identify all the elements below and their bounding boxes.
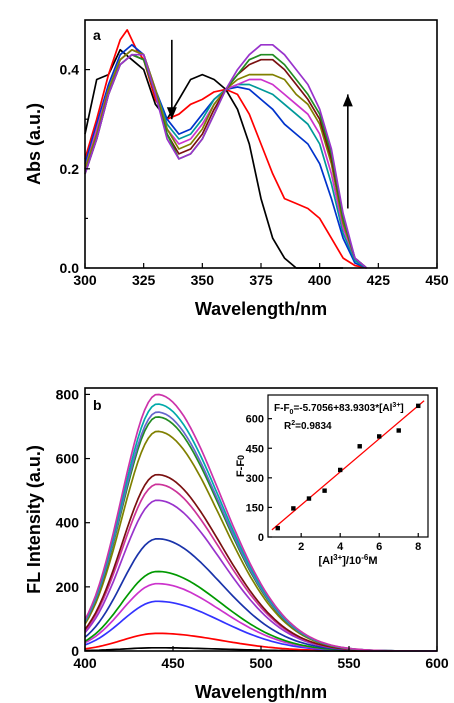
data-point (396, 428, 401, 433)
x-tick-label: 350 (191, 272, 215, 288)
y-axis-title: FL Intensity (a.u.) (24, 445, 44, 594)
inset-x-tick-label: 4 (337, 541, 344, 553)
arrow-down-head (166, 107, 177, 120)
inset-x-tick-label: 6 (376, 541, 382, 553)
x-tick-label: 400 (308, 272, 332, 288)
arrow-up-head (342, 94, 353, 107)
inset-y-tick-label: 600 (246, 414, 264, 426)
linear-fit-line (271, 400, 425, 531)
x-tick-label: 550 (337, 655, 361, 671)
y-axis-title: Abs (a.u.) (24, 103, 44, 185)
panel-label-a: a (93, 27, 101, 43)
inset-chart: 2 4 6 8 0 150 300 450 600 [Al3+]/10-6M F-F0 F-F0=-5… (235, 394, 429, 567)
fit-r-squared: R2=0.9834 (284, 420, 332, 432)
y-tick-label: 400 (56, 515, 80, 531)
x-tick-label: 400 (73, 655, 97, 671)
emission-series-line (84, 600, 437, 652)
y-tick-label: 200 (56, 579, 80, 595)
x-axis-title: Wavelength/nm (195, 682, 327, 702)
absorbance-series-line (84, 48, 344, 269)
data-point (377, 434, 382, 439)
data-point (357, 444, 362, 449)
inset-x-axis-title: [Al3+]/10-6M (318, 553, 377, 567)
inset-x-tick-label: 8 (415, 541, 421, 553)
data-point (416, 403, 421, 409)
x-tick-label: 325 (132, 272, 156, 288)
absorbance-series-line (84, 43, 367, 269)
inset-x-tick-label: 2 (298, 541, 304, 553)
inset-y-tick-label: 300 (246, 473, 264, 485)
inset-y-tick-label: 150 (246, 502, 264, 514)
x-tick-label: 500 (249, 655, 273, 671)
absorbance-series-line (84, 48, 368, 269)
inset-y-tick-label: 450 (246, 443, 264, 455)
inset-y-axis-title: F-F0 (235, 455, 247, 477)
chart-panel-a: 300 325 350 375 400 425 450 0.0 0.2 0.4 Wavelength… (24, 19, 449, 319)
fit-equation: F-F0=-5.7056+83.9303*[Al3+] (274, 402, 404, 416)
y-tick-label: 0.4 (60, 62, 80, 78)
x-tick-label: 425 (367, 272, 391, 288)
y-tick-label: 600 (56, 451, 80, 467)
data-point (306, 496, 312, 501)
data-point (322, 488, 327, 493)
x-tick-label: 375 (249, 272, 273, 288)
data-point (291, 506, 296, 511)
y-tick-label: 0.2 (60, 161, 80, 177)
data-point (337, 467, 343, 473)
y-tick-label: 0 (71, 643, 79, 659)
x-tick-label: 600 (425, 655, 449, 671)
absorbance-series-line (84, 43, 368, 269)
panel-label-b: b (93, 397, 102, 413)
y-tick-label: 800 (56, 386, 80, 402)
x-tick-label: 450 (425, 272, 449, 288)
y-tick-label: 0.0 (60, 260, 80, 276)
absorbance-series-line (84, 29, 367, 269)
x-axis-title: Wavelength/nm (195, 299, 327, 319)
x-tick-label: 450 (161, 655, 185, 671)
x-tick-label: 300 (73, 272, 97, 288)
data-point (275, 525, 280, 531)
chart-panel-b: 400 450 500 550 600 0 200 400 600 800 Wavelength/n… (24, 386, 449, 702)
inset-y-tick-label: 0 (258, 532, 264, 544)
